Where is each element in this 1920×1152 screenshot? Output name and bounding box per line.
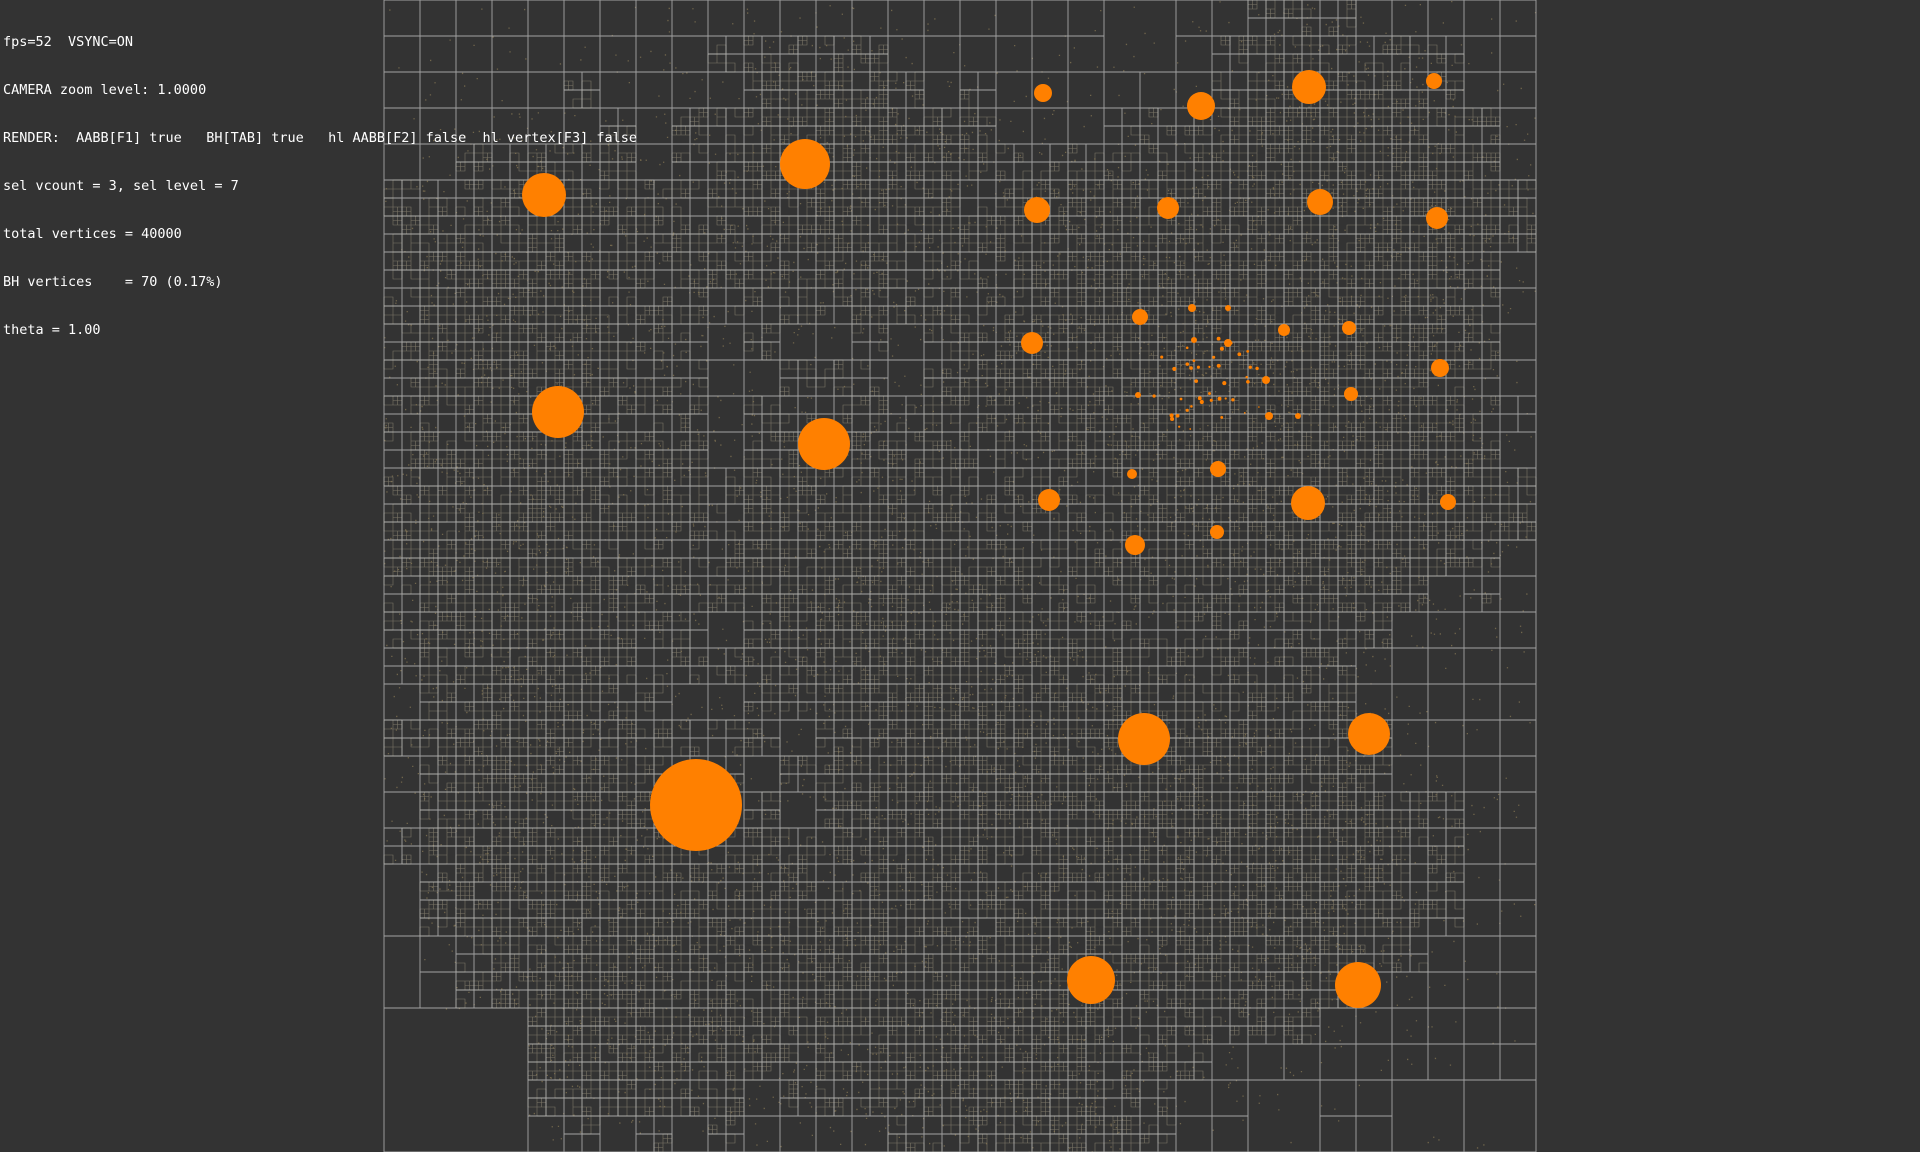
bh-node-small [1207, 391, 1212, 396]
bh-node-small [1185, 408, 1189, 412]
bh-node-small [1216, 363, 1221, 368]
bh-node-small [1243, 412, 1246, 414]
bh-node [1440, 494, 1456, 510]
bh-node [798, 418, 850, 470]
bh-node [1295, 413, 1301, 419]
bh-node-small [1255, 366, 1259, 371]
bh-node-small [1246, 350, 1250, 353]
bh-node-small [1237, 352, 1242, 357]
bh-node [1188, 304, 1196, 312]
bh-node-small [1197, 396, 1202, 401]
bh-node [1344, 387, 1358, 401]
bh-node [1265, 412, 1273, 420]
bh-node [1342, 321, 1356, 335]
bh-node [1307, 189, 1333, 215]
bh-node-small [1196, 365, 1200, 369]
bh-node-small [1230, 342, 1233, 345]
bh-node [1210, 525, 1224, 539]
bh-node [1125, 535, 1145, 555]
bh-node [1127, 469, 1137, 479]
bh-node-small [1212, 355, 1216, 359]
bh-node [1426, 207, 1448, 229]
bh-node [1426, 73, 1442, 89]
bh-node-small [1219, 346, 1224, 351]
bh-node [1210, 461, 1226, 477]
bh-node [1067, 956, 1115, 1004]
bh-node-small [1216, 336, 1221, 341]
bh-node-small [1208, 365, 1211, 369]
bh-node-small [1179, 397, 1183, 401]
bh-node-small [1185, 346, 1189, 350]
bh-node-small [1209, 398, 1213, 402]
bh-node-small [1189, 428, 1192, 430]
bh-node-small [1246, 379, 1250, 384]
bh-node-small [1248, 365, 1252, 369]
bh-node-small [1199, 399, 1204, 405]
bh-node-small [1189, 366, 1193, 370]
aabb-grid [383, 0, 1537, 1152]
bh-node-small [1224, 397, 1227, 400]
bh-node-small [1185, 362, 1190, 366]
bh-node [1262, 376, 1270, 384]
bh-node-small [1152, 394, 1156, 398]
bh-node [522, 173, 566, 217]
bh-node-small [1169, 413, 1174, 418]
bh-node-small [1160, 355, 1164, 359]
bh-node [1021, 332, 1043, 354]
bh-node-layer [522, 70, 1456, 1008]
bh-node-small [1217, 396, 1222, 401]
bh-node-small [1258, 406, 1260, 408]
bh-node [1157, 197, 1179, 219]
bh-node [1348, 713, 1390, 755]
bh-node [780, 139, 830, 189]
bh-node [1291, 486, 1325, 520]
bh-node-small [1220, 415, 1224, 419]
bh-node-small [1175, 413, 1180, 418]
bh-node [1024, 197, 1050, 223]
bh-node [1335, 962, 1381, 1008]
aabb-grid-layer [383, 0, 1537, 1152]
bh-node [1431, 359, 1449, 377]
bh-node-small [1170, 416, 1175, 422]
bh-node-small [1194, 379, 1199, 383]
bh-node [1038, 489, 1060, 511]
bh-node-small [1222, 381, 1227, 386]
bh-node [1118, 713, 1170, 765]
bh-node-small [1178, 425, 1181, 428]
bh-node [1034, 84, 1052, 102]
bh-node [1191, 337, 1197, 343]
bh-node [1132, 309, 1148, 325]
bh-node-small [1245, 375, 1248, 379]
bh-node [1187, 92, 1215, 120]
bh-node-small [1231, 398, 1235, 402]
bh-node-small [1192, 359, 1196, 363]
bh-node [532, 386, 584, 438]
bh-node [1225, 305, 1231, 311]
bh-node [1224, 339, 1232, 347]
bh-node [650, 759, 742, 851]
bh-node [1292, 70, 1326, 104]
bh-node-small [1190, 405, 1193, 408]
bh-node [1135, 392, 1141, 398]
bh-node [1278, 324, 1290, 336]
bh-node-small [1172, 366, 1177, 371]
